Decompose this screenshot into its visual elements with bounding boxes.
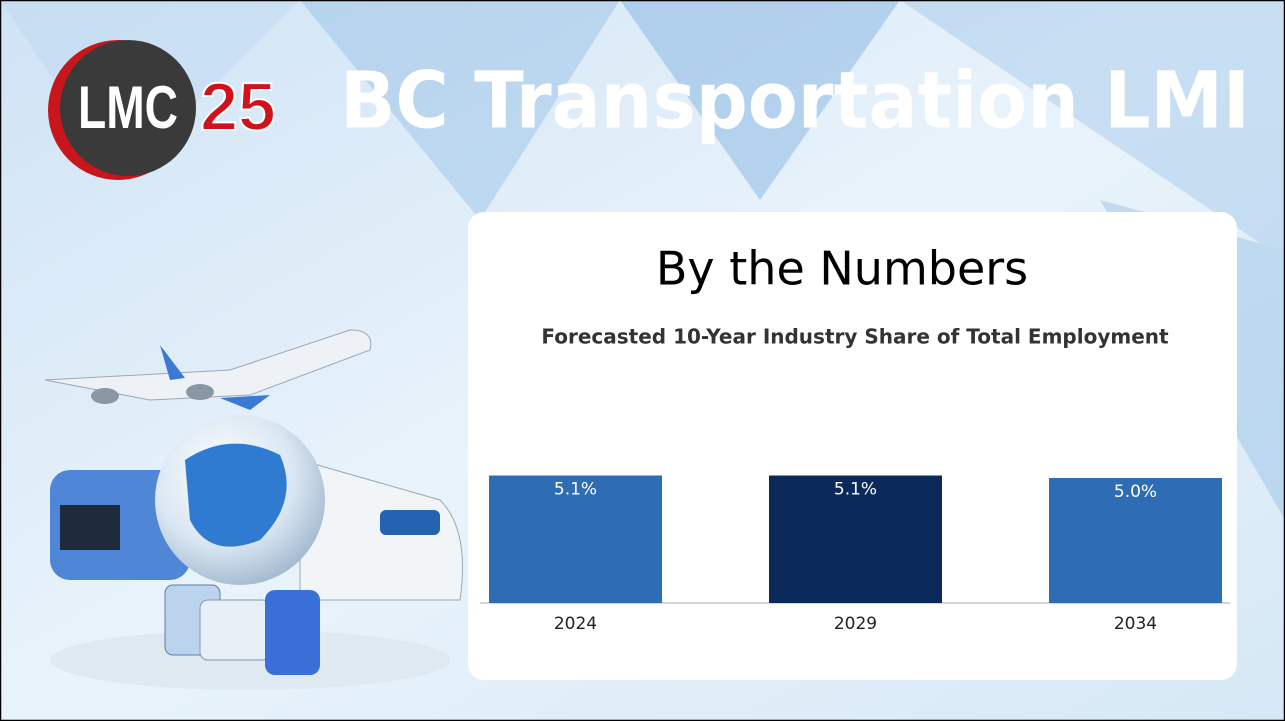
value-label: 5.1% [554, 480, 597, 500]
value-label: 5.1% [834, 480, 877, 500]
x-tick-label: 2024 [554, 614, 597, 634]
chart-title: Forecasted 10-Year Industry Share of Tot… [541, 325, 1169, 349]
x-tick-label: 2029 [834, 614, 877, 634]
bar [1049, 478, 1222, 603]
logo-text: LMC [78, 74, 178, 141]
value-label: 5.0% [1114, 482, 1157, 502]
bar [489, 475, 662, 603]
transport-illustration [44, 329, 463, 690]
logo-number: 25 [200, 69, 276, 145]
x-tick-label: 2034 [1114, 614, 1157, 634]
logo: LMC 25 [48, 40, 277, 180]
bar [769, 475, 942, 603]
card-heading: By the Numbers [656, 242, 1028, 296]
slide-title: BC Transportation LMI [340, 56, 1250, 146]
